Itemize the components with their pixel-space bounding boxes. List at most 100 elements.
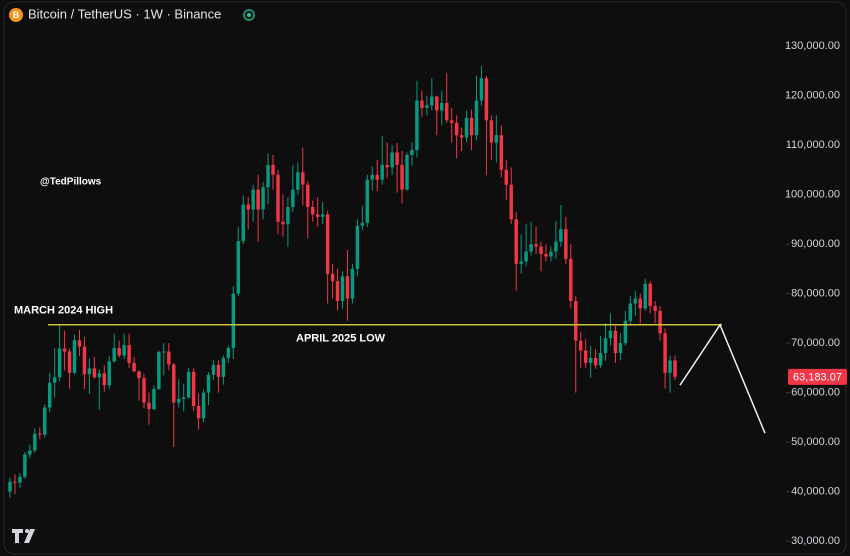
- candle-body: [489, 120, 494, 143]
- candle-body: [112, 348, 116, 362]
- candle-body: [162, 351, 166, 353]
- y-tick-label: 130,000.00: [785, 40, 840, 52]
- bitcoin-icon-symbol: B: [13, 10, 20, 20]
- y-tick-label: 30,000.00: [791, 535, 840, 547]
- projection-line: [679, 323, 766, 434]
- candle-body: [286, 206, 290, 225]
- candle-body: [449, 120, 454, 123]
- candle-body: [564, 229, 568, 259]
- candle-body: [87, 368, 92, 375]
- candle-body: [57, 348, 62, 378]
- candle-body: [479, 78, 484, 101]
- candle-body: [534, 244, 538, 247]
- candle-body: [92, 368, 97, 378]
- candle-body: [38, 433, 42, 435]
- candle-body: [291, 189, 295, 207]
- candle-body: [559, 229, 563, 242]
- candle-body: [266, 164, 270, 188]
- candle-body: [544, 253, 548, 257]
- candle-body: [62, 348, 67, 352]
- candle-body: [628, 303, 633, 321]
- candle-body: [122, 345, 126, 356]
- candle-body: [350, 268, 355, 299]
- candle-body: [385, 164, 389, 168]
- candle-body: [454, 122, 459, 136]
- candle-body: [13, 481, 17, 483]
- candle-body: [440, 102, 444, 111]
- candle-body: [157, 352, 161, 390]
- level-label: MARCH 2024 HIGH: [14, 305, 113, 317]
- watermark: @TedPillows: [40, 177, 102, 188]
- candle-body: [23, 454, 27, 477]
- candle-body: [97, 373, 102, 378]
- candle-body: [231, 293, 236, 349]
- candle-body: [593, 357, 598, 366]
- status-dot-core: [247, 13, 251, 17]
- last-price-box: [788, 368, 847, 385]
- candle-body: [28, 450, 32, 455]
- y-tick-label: 60,000.00: [791, 387, 840, 399]
- candle-body: [147, 402, 151, 409]
- plot: [8, 65, 677, 498]
- y-tick-label: 120,000.00: [785, 89, 840, 101]
- candle-body: [370, 174, 375, 180]
- candle-body: [345, 276, 350, 299]
- y-tick-label: 100,000.00: [785, 188, 840, 200]
- candle-body: [583, 350, 588, 363]
- candle-body: [216, 364, 221, 377]
- last-price-label: 63,183.07: [793, 371, 842, 383]
- candle-body: [574, 301, 578, 341]
- bitcoin-icon: [9, 8, 23, 22]
- candle-body: [325, 214, 330, 274]
- candle-body: [310, 206, 315, 215]
- candle-body: [47, 382, 52, 408]
- y-tick-label: 90,000.00: [791, 238, 840, 250]
- candle-body: [67, 351, 72, 373]
- candle-body: [494, 135, 499, 143]
- candle-body: [196, 405, 201, 419]
- status-dot: [243, 9, 255, 21]
- candle-body: [137, 371, 141, 379]
- candle-body: [474, 100, 479, 136]
- candle-body: [355, 225, 360, 269]
- y-tick-label: 80,000.00: [791, 288, 840, 300]
- candle-body: [52, 377, 57, 383]
- candle-body: [390, 152, 394, 168]
- candle-body: [296, 172, 300, 190]
- level-label: APRIL 2025 LOW: [296, 333, 386, 345]
- candle-body: [425, 105, 429, 108]
- candle-body: [435, 96, 439, 111]
- tv-logo: [12, 529, 35, 543]
- candle-body: [673, 360, 677, 377]
- candle-body: [77, 340, 82, 347]
- candle-body: [201, 392, 206, 419]
- candle-body: [167, 351, 171, 365]
- candle-body: [132, 362, 136, 372]
- candle-body: [668, 360, 672, 373]
- candle-body: [484, 78, 489, 121]
- candle-body: [509, 184, 513, 220]
- candle-body: [633, 298, 638, 304]
- candle-body: [82, 346, 87, 375]
- candle-body: [72, 340, 77, 373]
- candle-body: [102, 373, 107, 386]
- candle-body: [415, 100, 419, 151]
- candle-body: [420, 100, 424, 108]
- candle-body: [514, 219, 518, 264]
- y-tick-label: 40,000.00: [791, 486, 840, 498]
- candle-body: [519, 261, 523, 264]
- candle-body: [400, 164, 404, 190]
- candle-body: [271, 164, 275, 175]
- candle-body: [330, 273, 335, 282]
- candle-body: [172, 364, 176, 403]
- y-tick-label: 70,000.00: [791, 337, 840, 349]
- candle-body: [653, 305, 657, 311]
- candle-body: [469, 117, 474, 136]
- candle-body: [18, 476, 22, 483]
- candle-body: [236, 241, 241, 294]
- candle-body: [176, 399, 181, 403]
- candle-body: [459, 135, 464, 138]
- y-tick-label: 110,000.00: [786, 139, 840, 151]
- candle-body: [335, 281, 340, 302]
